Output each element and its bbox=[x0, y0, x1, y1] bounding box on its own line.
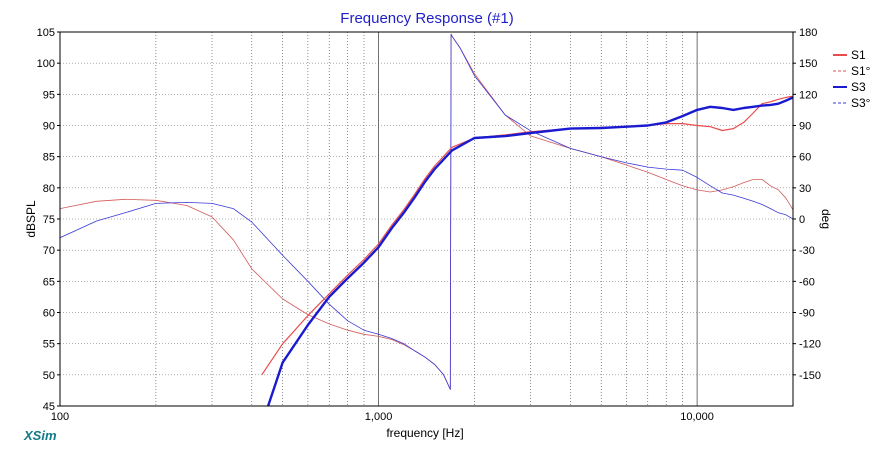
y2-tick-label: 120 bbox=[799, 89, 817, 101]
series-line-4 bbox=[60, 33, 793, 390]
y2-axis-label: deg bbox=[819, 209, 833, 229]
y-axis-label: dBSPL bbox=[24, 200, 38, 238]
legend-label: S3 bbox=[851, 80, 866, 94]
y-tick-label: 65 bbox=[43, 276, 55, 288]
legend-label: S1 bbox=[851, 48, 866, 62]
series-line-2 bbox=[60, 33, 793, 390]
series-layer bbox=[60, 33, 793, 406]
series-line-3 bbox=[266, 96, 793, 406]
y-tick-label: 100 bbox=[37, 58, 55, 70]
y2-tick-label: 60 bbox=[799, 152, 811, 164]
y-tick-label: 55 bbox=[43, 339, 55, 351]
y2-tick-label: -90 bbox=[799, 308, 815, 320]
y-tick-label: 50 bbox=[43, 370, 55, 382]
brand-label: XSim bbox=[23, 428, 57, 443]
series-line-1 bbox=[261, 95, 793, 376]
x-tick-label: 1,000 bbox=[365, 411, 393, 423]
y2-tick-label: 0 bbox=[799, 214, 805, 226]
y-tick-label: 75 bbox=[43, 214, 55, 226]
y-tick-label: 95 bbox=[43, 89, 55, 101]
y-tick-label: 70 bbox=[43, 245, 55, 257]
x-axis-label: frequency [Hz] bbox=[386, 426, 463, 440]
y2-tick-labels: -150 -120 -90 -60 -30 0 30 60 90 120 150 180 bbox=[793, 27, 821, 382]
y-tick-label: 105 bbox=[37, 27, 55, 39]
y-tick-labels: 45 50 55 60 65 70 75 80 85 90 95 100 105 bbox=[37, 27, 60, 413]
x-tick-label: 100 bbox=[51, 411, 69, 423]
y-tick-label: 85 bbox=[43, 152, 55, 164]
chart-title: Frequency Response (#1) bbox=[340, 10, 513, 27]
y2-tick-label: 90 bbox=[799, 121, 811, 133]
y2-tick-label: -30 bbox=[799, 245, 815, 257]
y2-tick-label: -150 bbox=[799, 370, 821, 382]
chart-legend: S1 S1° S3 S3° bbox=[833, 48, 871, 110]
legend-label: S1° bbox=[851, 64, 871, 78]
y2-tick-label: 30 bbox=[799, 183, 811, 195]
y2-tick-label: -120 bbox=[799, 339, 821, 351]
y2-tick-label: -60 bbox=[799, 276, 815, 288]
legend-label: S3° bbox=[851, 96, 871, 110]
x-tick-labels: 100 1,000 10,000 bbox=[51, 411, 714, 423]
chart-grid-major bbox=[60, 32, 793, 406]
x-tick-label: 10,000 bbox=[680, 411, 714, 423]
y2-tick-label: 150 bbox=[799, 58, 817, 70]
y-tick-label: 90 bbox=[43, 121, 55, 133]
y-tick-label: 60 bbox=[43, 308, 55, 320]
y-tick-label: 45 bbox=[43, 401, 55, 413]
y-tick-label: 80 bbox=[43, 183, 55, 195]
y2-tick-label: 180 bbox=[799, 27, 817, 39]
